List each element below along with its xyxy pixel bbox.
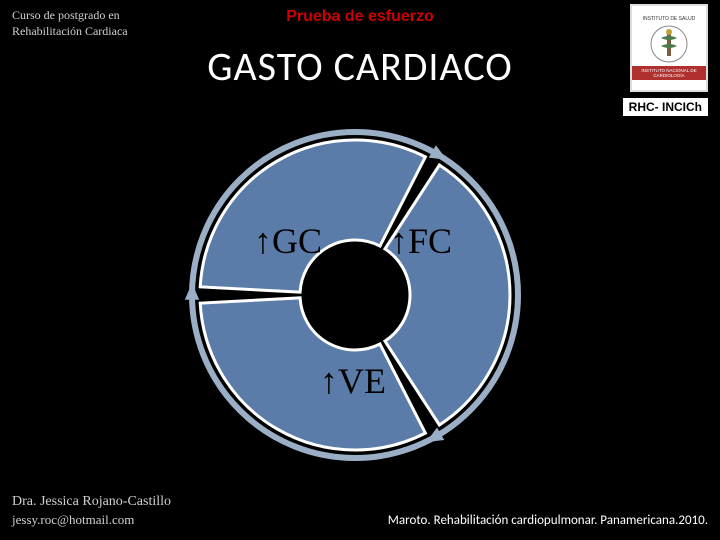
subject-title: Prueba de esfuerzo (286, 8, 434, 26)
segment-label-ve: ↑VE (320, 360, 386, 402)
cycle-diagram (175, 125, 535, 485)
segment-label-gc: ↑GC (254, 220, 322, 262)
author-name: Dra. Jessica Rojano-Castillo (12, 494, 171, 510)
course-line2: Rehabilitación Cardiaca (12, 24, 128, 38)
author-email: jessy.roc@hotmail.com (12, 512, 134, 528)
course-header: Curso de postgrado en Rehabilitación Car… (12, 8, 128, 39)
course-line1: Curso de postgrado en (12, 8, 120, 22)
corner-label: RHC- INCICh (623, 98, 708, 116)
logo-bottom-text: INSTITUTO NACIONAL DE CARDIOLOGÍA (632, 66, 706, 80)
page-title: GASTO CARDIACO (207, 42, 513, 91)
logo-top-text: INSTITUTO DE SALUD (643, 16, 696, 22)
cycle-svg (175, 125, 535, 485)
caduceus-icon (649, 24, 689, 64)
segment-label-fc: ↑FC (390, 220, 452, 262)
institution-logo: INSTITUTO DE SALUD INSTITUTO NACIONAL DE… (630, 4, 708, 92)
citation: Maroto. Rehabilitación cardiopulmonar. P… (388, 513, 708, 528)
